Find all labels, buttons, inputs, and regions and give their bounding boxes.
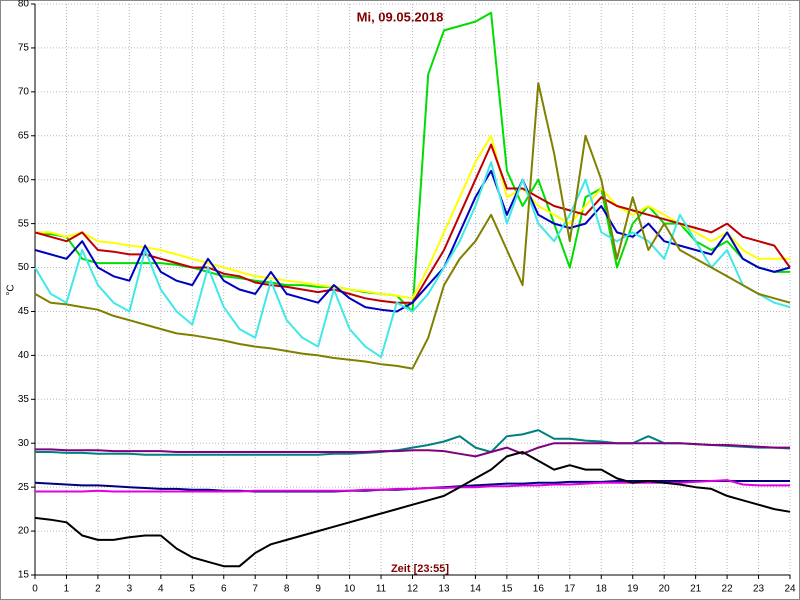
- x-tick-label: 3: [127, 584, 133, 595]
- x-tick-label: 0: [32, 584, 38, 595]
- y-tick-label: 75: [18, 43, 30, 54]
- y-tick-label: 50: [18, 262, 30, 273]
- x-tick-label: 20: [659, 584, 671, 595]
- chart-title: Mi, 09.05.2018: [357, 9, 444, 24]
- x-tick-label: 21: [690, 584, 702, 595]
- y-tick-label: 25: [18, 482, 30, 493]
- series-line: [34, 161, 791, 359]
- series-line: [34, 169, 791, 313]
- y-tick-label: 15: [18, 570, 30, 581]
- x-tick-label: 15: [501, 584, 513, 595]
- y-tick-label: 30: [18, 438, 30, 449]
- x-tick-label: 9: [315, 584, 321, 595]
- x-tick-label: 11: [376, 584, 387, 595]
- y-tick-label: 45: [18, 306, 30, 317]
- x-tick-label: 12: [407, 584, 419, 595]
- y-tick-label: 80: [18, 0, 30, 10]
- x-tick-label: 4: [158, 584, 164, 595]
- x-tick-label: 10: [344, 584, 356, 595]
- x-tick-label: 1: [64, 584, 70, 595]
- x-tick-label: 23: [753, 584, 765, 595]
- y-tick-label: 20: [18, 526, 30, 537]
- x-tick-label: 8: [284, 584, 290, 595]
- y-tick-label: 70: [18, 86, 30, 97]
- x-tick-label: 14: [470, 584, 482, 595]
- x-tick-label: 17: [564, 584, 576, 595]
- series-line: [35, 442, 790, 458]
- y-tick-label: 65: [18, 130, 30, 141]
- x-tick-label: 2: [95, 584, 101, 595]
- y-tick-label: 40: [18, 350, 30, 361]
- x-tick-label: 24: [784, 584, 796, 595]
- series-line: [35, 134, 790, 300]
- series-line: [34, 451, 791, 568]
- series-line: [34, 82, 791, 370]
- x-tick-label: 7: [252, 584, 258, 595]
- y-tick-label: 35: [18, 394, 30, 405]
- y-axis-label: °C: [6, 284, 17, 295]
- x-tick-label: 5: [190, 584, 196, 595]
- x-axis-label: Zeit [23:55]: [391, 563, 449, 575]
- y-tick-label: 60: [18, 174, 30, 185]
- x-tick-label: 18: [596, 584, 608, 595]
- x-tick-label: 16: [533, 584, 545, 595]
- x-tick-label: 13: [438, 584, 450, 595]
- x-tick-label: 22: [722, 584, 734, 595]
- y-tick-label: 55: [18, 218, 30, 229]
- x-tick-label: 6: [221, 584, 227, 595]
- x-tick-label: 19: [627, 584, 639, 595]
